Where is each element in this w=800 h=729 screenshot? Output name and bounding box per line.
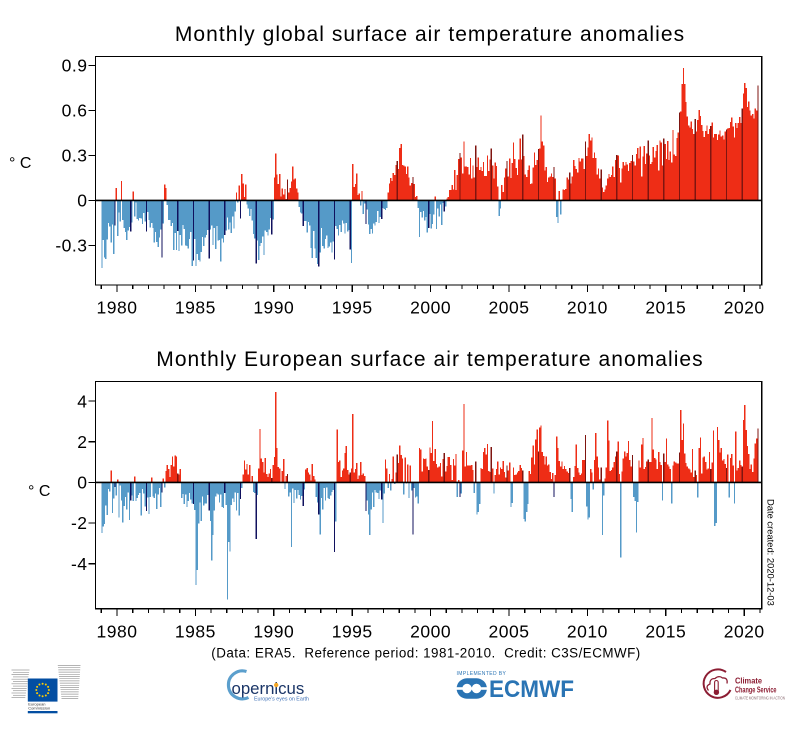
svg-text:2020: 2020 — [724, 621, 765, 641]
svg-text:° C: ° C — [28, 483, 50, 500]
svg-text:2015: 2015 — [645, 298, 686, 318]
svg-text:Monthly global surface air tem: Monthly global surface air temperature a… — [175, 23, 685, 46]
svg-text:-4: -4 — [71, 554, 88, 574]
svg-text:ECMWF: ECMWF — [489, 676, 574, 703]
svg-text:1995: 1995 — [332, 298, 373, 318]
svg-text:Monthly European surface air t: Monthly European surface air temperature… — [156, 348, 703, 371]
svg-text:1980: 1980 — [97, 621, 138, 641]
svg-text:2: 2 — [77, 432, 87, 452]
svg-text:1990: 1990 — [253, 298, 294, 318]
svg-text:IMPLEMENTED BY: IMPLEMENTED BY — [457, 671, 507, 677]
svg-text:2020: 2020 — [724, 298, 765, 318]
svg-text:CLIMATE MONITORING IN ACTION: CLIMATE MONITORING IN ACTION — [735, 695, 785, 700]
svg-text:opernicus: opernicus — [232, 679, 305, 698]
svg-text:4: 4 — [77, 391, 87, 411]
svg-text:2005: 2005 — [489, 621, 530, 641]
svg-text:2010: 2010 — [567, 298, 608, 318]
svg-text:0: 0 — [77, 191, 87, 211]
svg-text:Date created: 2020-12-03: Date created: 2020-12-03 — [765, 499, 776, 606]
svg-text:1985: 1985 — [175, 621, 216, 641]
svg-text:0.6: 0.6 — [62, 101, 88, 121]
svg-text:0.3: 0.3 — [62, 146, 88, 166]
svg-text:1985: 1985 — [175, 298, 216, 318]
svg-text:2010: 2010 — [567, 621, 608, 641]
svg-text:(Data: ERA5. Reference period: (Data: ERA5. Reference period: 1981-2010… — [211, 646, 640, 661]
svg-text:1995: 1995 — [332, 621, 373, 641]
svg-text:1990: 1990 — [253, 621, 294, 641]
svg-text:2015: 2015 — [645, 621, 686, 641]
svg-text:1980: 1980 — [97, 298, 138, 318]
svg-text:0.9: 0.9 — [62, 56, 88, 76]
svg-text:2005: 2005 — [489, 298, 530, 318]
svg-text:2000: 2000 — [410, 298, 451, 318]
svg-text:0: 0 — [77, 473, 87, 493]
svg-text:2000: 2000 — [410, 621, 451, 641]
svg-text:° C: ° C — [9, 155, 31, 172]
svg-text:-2: -2 — [71, 513, 88, 533]
svg-text:-0.3: -0.3 — [55, 236, 87, 256]
svg-text:Europe’s eyes on Earth: Europe’s eyes on Earth — [254, 697, 309, 703]
